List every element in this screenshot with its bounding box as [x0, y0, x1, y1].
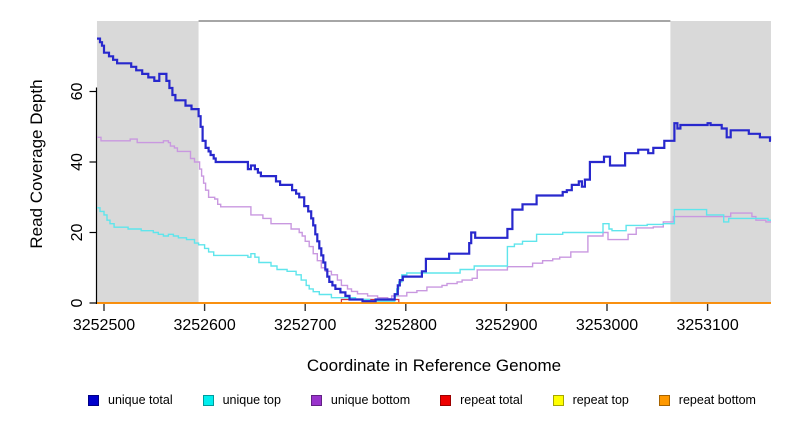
legend-label-repeat-bottom: repeat bottom — [678, 393, 756, 407]
legend-swatch-repeat-total-icon — [440, 394, 452, 406]
x-tick-label: 3252500 — [73, 317, 135, 334]
legend-label-repeat-top: repeat top — [572, 393, 629, 407]
x-tick-label: 3252600 — [173, 317, 235, 334]
legend-label-unique-total: unique total — [108, 393, 173, 407]
x-tick-label: 3253100 — [676, 317, 738, 334]
shaded-region-0 — [96, 21, 199, 303]
x-tick-label: 3252700 — [274, 317, 336, 334]
legend-item-unique-top: unique top — [202, 393, 281, 407]
series-line-unique-top — [97, 207, 771, 302]
x-tick-label: 3253000 — [576, 317, 638, 334]
legend-swatch-repeat-top-icon — [552, 394, 564, 406]
y-tick-label: 60 — [69, 83, 86, 101]
legend-item-repeat-top: repeat top — [552, 393, 629, 407]
legend-swatch-repeat-bottom-icon — [658, 394, 670, 406]
legend-label-repeat-total: repeat total — [460, 393, 523, 407]
legend-item-repeat-total: repeat total — [440, 394, 523, 407]
legend-item-repeat-bottom: repeat bottom — [658, 393, 756, 407]
series-line-unique-bottom — [97, 136, 771, 300]
legend-item-unique-bottom: unique bottom — [310, 393, 411, 407]
legend-swatch-unique-total-icon — [88, 394, 99, 406]
coverage-plot-svg: 0 20 40 60 3252500 3252600 3252700 3252800 32529… — [69, 20, 772, 334]
legend-swatch-unique-top-icon — [202, 394, 214, 406]
legend-label-unique-bottom: unique bottom — [330, 393, 411, 407]
legend-swatch-unique-bottom-icon — [310, 394, 322, 406]
chart-legend: unique total unique top unique bottom re… — [88, 394, 756, 407]
x-axis-title: Coordinate in Reference Genome — [306, 356, 562, 375]
y-tick-label: 40 — [69, 153, 86, 171]
y-axis-title: Read Coverage Depth — [27, 79, 46, 249]
legend-label-unique-top: unique top — [222, 393, 281, 407]
x-tick-label: 3252800 — [375, 317, 437, 334]
y-tick-label: 0 — [69, 298, 86, 307]
shaded-region-1 — [670, 21, 771, 303]
x-tick-label: 3252900 — [475, 317, 537, 334]
legend-item-unique-total: unique total — [88, 394, 173, 407]
series-line-unique-total — [97, 37, 772, 303]
y-tick-label: 20 — [69, 224, 86, 242]
